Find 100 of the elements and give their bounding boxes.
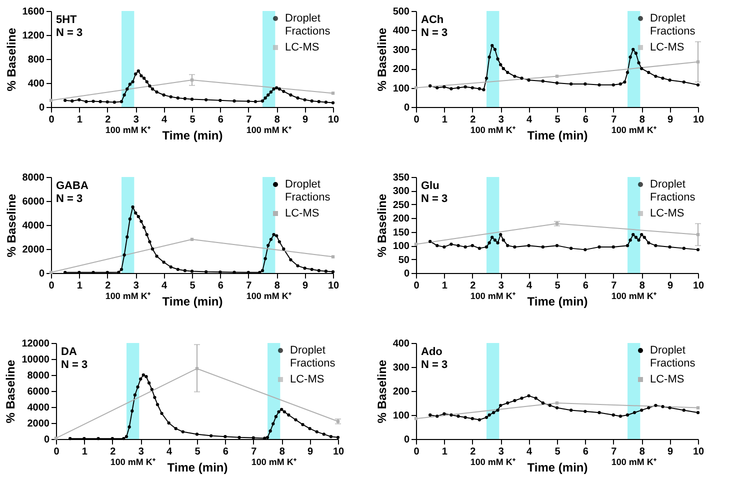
x-axis-title: Time (min) [167,460,228,474]
annotation: N = 3 [421,193,448,205]
x-tick-label: 9 [668,280,674,292]
band-label: 100 mM K⁺ [246,291,292,301]
x-tick-label: 7 [611,114,618,126]
x-tick-label: 1 [82,446,88,458]
x-tick-label: 8 [274,114,280,126]
x-tick-label: 3 [498,114,504,126]
x-axis-title: Time (min) [527,460,588,474]
legend-label: Droplet Fractions [285,178,331,204]
x-tick-label: 9 [308,446,314,458]
y-tick-label: 400 [28,78,45,90]
y-axis-title: % Baseline [374,360,389,424]
x-tick-label: 10 [328,280,340,292]
y-tick-label: 12000 [22,338,50,350]
band-label: 100 mM K⁺ [251,457,296,467]
x-tick-label: 2 [110,446,116,458]
x-tick-label: 4 [526,446,533,458]
annotation: GABA [56,180,88,192]
x-tick-label: 6 [218,280,224,292]
y-tick-label: 1200 [22,30,45,42]
y-tick-label: 0 [44,434,50,446]
x-tick-label: 5 [554,280,561,292]
x-tick-label: 1 [442,446,448,458]
x-tick-label: 4 [166,446,173,458]
annotation: Glu [421,180,440,192]
x-tick-label: 2 [470,114,476,126]
x-tick-label: 0 [414,280,420,292]
y-tick-label: 350 [392,172,410,184]
legend-label: LC-MS [650,42,684,54]
x-tick-label: 6 [582,280,589,292]
x-tick-label: 8 [279,446,286,458]
y-axis-title: % Baseline [374,194,389,258]
y-tick-label: 400 [392,26,410,37]
x-tick-label: 10 [692,280,704,292]
y-tick-label: 50 [398,254,410,266]
y-tick-label: 100 [392,410,410,422]
x-tick-label: 1 [76,280,83,292]
annotation: Ado [421,346,443,358]
legend-label: LC-MS [290,374,324,386]
y-tick-label: 8000 [22,172,45,184]
x-tick-label: 7 [246,280,252,292]
x-tick-label: 5 [554,114,561,126]
annotation: N = 3 [56,193,83,205]
x-tick-label: 3 [138,446,144,458]
y-tick-label: 300 [392,44,410,56]
x-tick-label: 3 [498,446,504,458]
x-tick-label: 7 [611,446,618,458]
y-tick-label: 200 [392,214,410,225]
legend-label: Droplet Fractions [285,12,331,38]
y-tick-label: 10000 [22,354,50,366]
x-tick-label: 7 [251,446,258,458]
x-tick-label: 5 [554,446,561,458]
annotation: 5HT [56,14,78,26]
x-tick-label: 0 [414,114,420,126]
y-tick-label: 6000 [22,196,45,208]
x-tick-label: 3 [498,280,504,292]
legend-label: LC-MS [650,208,684,220]
y-axis-title: % Baseline [374,28,389,92]
y-axis-title: % Baseline [4,194,18,258]
x-tick-label: 3 [133,280,140,292]
y-tick-label: 0 [404,434,410,446]
x-tick-label: 0 [414,446,420,458]
band-label: 100 mM K⁺ [611,457,656,467]
band-label: 100 mM K⁺ [110,457,156,467]
x-tick-label: 8 [274,280,280,292]
y-tick-label: 300 [392,362,410,374]
y-tick-label: 0 [38,102,45,114]
band-label: 100 mM K⁺ [470,291,516,301]
x-axis-title: Time (min) [162,294,223,308]
band-label: 100 mM K⁺ [611,125,656,135]
y-tick-label: 6000 [27,386,50,398]
x-axis-title: Time (min) [527,128,588,142]
x-tick-label: 1 [442,280,448,292]
y-tick-label: 400 [392,338,410,350]
legend-label: LC-MS [285,208,320,220]
x-tick-label: 2 [470,280,476,292]
x-tick-label: 4 [526,114,533,126]
y-tick-label: 0 [38,268,45,280]
x-tick-label: 9 [668,114,674,126]
legend-label: Droplet Fractions [290,344,336,370]
annotation: N = 3 [421,27,448,39]
band-label: 100 mM K⁺ [470,457,516,467]
x-tick-label: 1 [76,114,83,126]
x-tick-label: 6 [222,446,229,458]
legend-label: LC-MS [285,42,320,54]
x-tick-label: 8 [639,114,646,126]
annotation: ACh [421,14,444,26]
x-tick-label: 6 [582,114,589,126]
x-tick-label: 9 [302,280,309,292]
x-tick-label: 5 [190,280,196,292]
x-tick-label: 8 [639,446,646,458]
x-tick-label: 7 [611,280,618,292]
x-tick-label: 2 [470,446,476,458]
y-tick-label: 0 [404,268,410,280]
y-axis-title: % Baseline [4,28,18,92]
y-tick-label: 4000 [22,220,45,232]
x-tick-label: 8 [639,280,646,292]
x-tick-label: 4 [162,280,168,292]
band-label: 100 mM K⁺ [246,125,292,135]
